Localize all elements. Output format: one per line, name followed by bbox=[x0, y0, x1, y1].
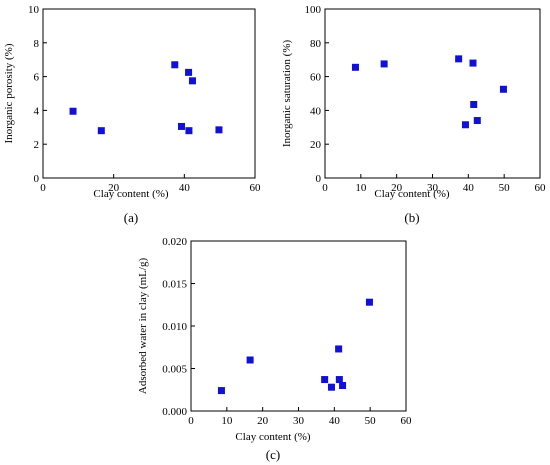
y-axis-title: Adsorbed water in clay (mL/g) bbox=[137, 258, 149, 395]
data-point bbox=[185, 68, 193, 76]
x-tick-label: 10 bbox=[355, 182, 367, 194]
x-tick-label: 50 bbox=[365, 415, 377, 427]
y-tick-label: 40 bbox=[310, 105, 322, 117]
data-point bbox=[365, 298, 373, 306]
x-tick-label: 40 bbox=[463, 182, 475, 194]
data-point bbox=[246, 356, 254, 364]
data-point bbox=[380, 60, 388, 68]
x-tick-label: 10 bbox=[221, 415, 233, 427]
panel-label: (b) bbox=[404, 210, 419, 225]
y-tick-label: 10 bbox=[28, 4, 40, 16]
x-axis-title: Clay content (%) bbox=[93, 188, 168, 200]
chart-b-inorganic-saturation: 0 10 20 30 40 50 60 0 20 40 60 80 100 Clay content (%… bbox=[281, 4, 546, 225]
data-point bbox=[335, 345, 343, 353]
data-point bbox=[461, 121, 469, 129]
y-tick-label: 80 bbox=[310, 38, 322, 50]
y-tick-label: 60 bbox=[310, 72, 322, 84]
x-tick-label: 60 bbox=[250, 182, 262, 194]
data-point bbox=[469, 59, 477, 67]
panel-label: (c) bbox=[266, 447, 280, 462]
data-point bbox=[97, 127, 105, 135]
plot-frame bbox=[42, 8, 256, 179]
y-tick-label: 6 bbox=[34, 72, 40, 84]
x-tick-label: 40 bbox=[329, 415, 341, 427]
x-tick-label: 0 bbox=[40, 182, 46, 194]
x-axis-title: Clay content (%) bbox=[374, 188, 449, 200]
x-tick-label: 60 bbox=[401, 415, 413, 427]
data-point bbox=[171, 61, 179, 69]
data-point bbox=[69, 107, 77, 115]
x-tick-label: 50 bbox=[499, 182, 511, 194]
y-tick-label: 0 bbox=[34, 173, 40, 185]
x-tick-label: 60 bbox=[535, 182, 547, 194]
data-point bbox=[178, 122, 186, 130]
y-tick-label: 0.005 bbox=[162, 364, 187, 376]
y-tick-label: 100 bbox=[305, 4, 322, 16]
data-point bbox=[473, 117, 481, 125]
y-tick-label: 0 bbox=[316, 173, 322, 185]
data-point bbox=[470, 100, 478, 108]
x-tick-label: 0 bbox=[188, 415, 194, 427]
x-tick-label: 30 bbox=[293, 415, 305, 427]
x-tick-label: 20 bbox=[391, 182, 403, 194]
data-point bbox=[185, 127, 193, 135]
y-tick-label: 0.000 bbox=[162, 406, 187, 418]
y-tick-label: 0.010 bbox=[162, 321, 187, 333]
y-tick-label: 8 bbox=[34, 38, 40, 50]
data-point bbox=[455, 55, 463, 63]
x-axis-title: Clay content (%) bbox=[235, 431, 310, 443]
y-tick-label: 0.015 bbox=[162, 279, 187, 291]
plot-frame bbox=[190, 240, 407, 412]
y-axis-title: Inorganic porosity (%) bbox=[3, 43, 15, 143]
x-tick-label: 20 bbox=[257, 415, 269, 427]
data-point bbox=[499, 85, 507, 93]
data-point bbox=[335, 376, 343, 384]
x-tick-label: 0 bbox=[322, 182, 328, 194]
chart-a-inorganic-porosity: 0 20 40 60 0 2 4 6 8 10 Clay content (%) Inorganic … bbox=[3, 4, 261, 225]
data-point bbox=[215, 126, 223, 134]
chart-c-adsorbed-water: 0 10 20 30 40 50 60 0.000 0.005 0.010 0.015 0.020 Cl… bbox=[137, 236, 412, 462]
data-point bbox=[321, 376, 329, 384]
data-point bbox=[217, 387, 225, 395]
y-tick-label: 2 bbox=[34, 139, 40, 151]
data-point bbox=[339, 382, 347, 389]
data-point bbox=[351, 63, 359, 71]
y-axis-title: Inorganic saturation (%) bbox=[281, 40, 293, 148]
x-tick-label: 40 bbox=[179, 182, 191, 194]
y-tick-label: 20 bbox=[310, 139, 322, 151]
y-tick-label: 4 bbox=[34, 105, 40, 117]
y-tick-label: 0.020 bbox=[162, 236, 187, 248]
data-point bbox=[327, 383, 335, 391]
data-point bbox=[188, 77, 196, 85]
plot-frame bbox=[324, 8, 541, 179]
x-tick-label: 20 bbox=[108, 182, 120, 194]
x-tick-label: 30 bbox=[427, 182, 439, 194]
panel-label: (a) bbox=[124, 210, 138, 225]
